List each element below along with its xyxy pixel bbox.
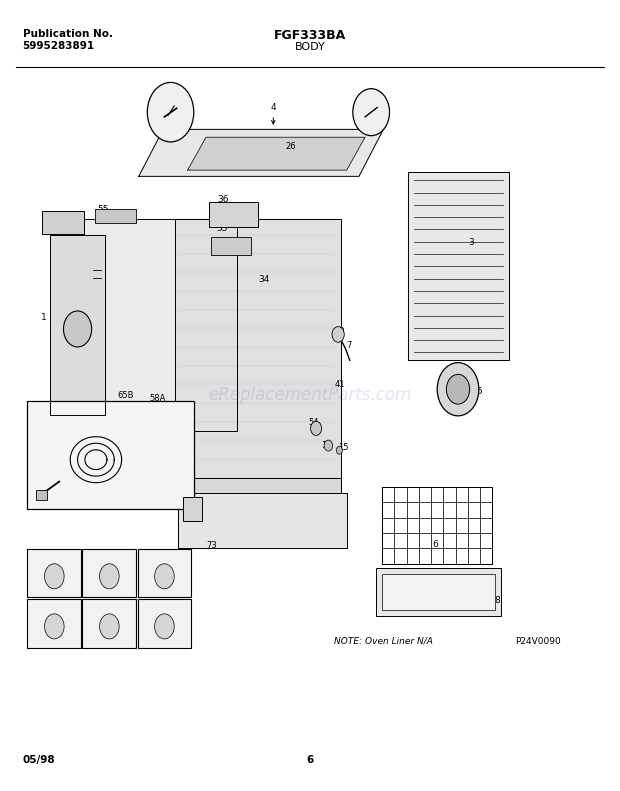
Text: FGF333BA: FGF333BA — [274, 29, 346, 42]
Text: 3: 3 — [468, 238, 474, 248]
Text: 7: 7 — [347, 341, 352, 350]
Polygon shape — [408, 172, 509, 360]
Polygon shape — [175, 219, 340, 494]
Text: 65B: 65B — [117, 391, 134, 400]
Polygon shape — [84, 219, 237, 431]
Circle shape — [45, 614, 64, 639]
Text: 33: 33 — [41, 219, 52, 228]
Text: P24V0090: P24V0090 — [515, 637, 560, 645]
Text: 55: 55 — [97, 205, 108, 214]
Bar — [82, 599, 136, 648]
Text: BODY: BODY — [294, 42, 326, 51]
Circle shape — [45, 564, 64, 589]
Circle shape — [311, 422, 322, 435]
Text: eReplacementParts.com: eReplacementParts.com — [208, 387, 412, 404]
Circle shape — [100, 564, 119, 589]
Text: 15: 15 — [338, 443, 348, 452]
Circle shape — [336, 446, 342, 454]
Text: 26: 26 — [286, 142, 296, 151]
Text: 14: 14 — [321, 441, 332, 450]
Circle shape — [324, 440, 333, 451]
Bar — [95, 210, 136, 223]
Text: 30A: 30A — [152, 103, 168, 112]
Polygon shape — [139, 130, 383, 176]
Bar — [27, 549, 81, 597]
Polygon shape — [179, 494, 347, 548]
Text: 41: 41 — [334, 380, 345, 389]
Text: 35: 35 — [216, 224, 228, 233]
Circle shape — [63, 311, 92, 347]
Bar — [82, 549, 136, 597]
Text: Publication No.: Publication No. — [22, 29, 112, 40]
Text: NOTE: Oven Liner N/A: NOTE: Oven Liner N/A — [334, 637, 433, 645]
Text: 60: 60 — [334, 327, 345, 336]
Circle shape — [437, 362, 479, 416]
Text: 5: 5 — [476, 387, 482, 396]
Polygon shape — [188, 137, 365, 170]
Circle shape — [148, 82, 194, 142]
Bar — [382, 574, 495, 610]
Text: 39: 39 — [162, 403, 174, 412]
Bar — [36, 490, 47, 500]
Circle shape — [154, 614, 174, 639]
Circle shape — [100, 614, 119, 639]
Text: 49: 49 — [141, 600, 151, 609]
Bar — [138, 549, 192, 597]
Bar — [42, 210, 84, 234]
Bar — [209, 202, 258, 227]
Bar — [138, 599, 192, 648]
Circle shape — [446, 374, 469, 404]
Polygon shape — [50, 235, 105, 415]
Text: 6: 6 — [432, 539, 438, 549]
Text: 8: 8 — [495, 596, 500, 605]
Text: 54: 54 — [309, 418, 319, 427]
Circle shape — [332, 327, 344, 343]
Text: 6: 6 — [306, 755, 314, 765]
Text: 73: 73 — [206, 541, 217, 551]
Circle shape — [353, 89, 389, 135]
Text: 05/98: 05/98 — [22, 755, 55, 765]
Text: 36: 36 — [217, 195, 229, 204]
Text: 28: 28 — [141, 550, 151, 559]
Bar — [27, 401, 194, 509]
Text: 43: 43 — [31, 600, 41, 609]
Text: 27: 27 — [86, 550, 95, 559]
Text: 30: 30 — [366, 101, 376, 111]
Circle shape — [154, 564, 174, 589]
Bar — [175, 478, 340, 494]
Text: 1: 1 — [41, 312, 46, 322]
Text: 93: 93 — [185, 490, 196, 498]
Text: 44: 44 — [86, 600, 96, 609]
Bar — [184, 498, 202, 520]
Text: 5995283891: 5995283891 — [22, 41, 95, 51]
Bar — [27, 599, 81, 648]
Bar — [376, 568, 502, 616]
Text: 21: 21 — [31, 550, 40, 559]
Bar — [211, 237, 250, 255]
Text: 4: 4 — [270, 103, 276, 124]
Text: 58A: 58A — [150, 394, 166, 403]
Text: 34: 34 — [258, 275, 269, 284]
